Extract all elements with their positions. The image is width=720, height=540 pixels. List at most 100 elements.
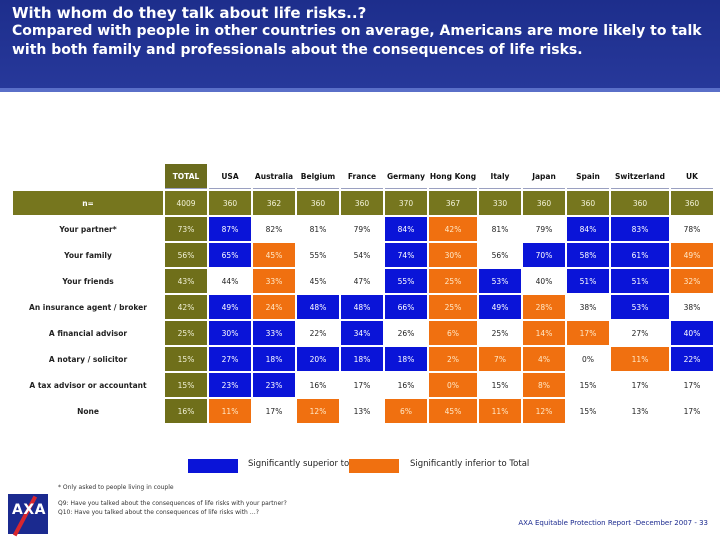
table-cell: 22% [297, 321, 339, 345]
table-cell: 15% [165, 373, 207, 397]
table-cell: 33% [253, 321, 295, 345]
table-cell: 87% [209, 217, 251, 241]
corner-cell [13, 164, 163, 189]
table-cell: 49% [479, 295, 521, 319]
table-cell: 14% [523, 321, 565, 345]
table-row: A tax advisor or accountant 15% 23% 23% 16% 1… [13, 373, 713, 397]
row-label: Your family [13, 243, 163, 267]
table-row: A notary / solicitor 15% 27% 18% 20% 18% 18% 2%… [13, 347, 713, 371]
axa-logo: AXA [8, 494, 48, 537]
table-cell: 16% [165, 399, 207, 423]
table-cell: 2% [429, 347, 477, 371]
table-cell: 360 [567, 191, 609, 215]
header-row: TOTAL USA Australia Belgium France Germa… [13, 164, 713, 189]
table-cell: 66% [385, 295, 427, 319]
table-cell: 11% [209, 399, 251, 423]
table-cell: 23% [253, 373, 295, 397]
legend-superior-swatch [188, 459, 238, 473]
table-cell: 48% [297, 295, 339, 319]
table-cell: 34% [341, 321, 383, 345]
table-cell: 13% [341, 399, 383, 423]
footnote-asterisk: * Only asked to people living in couple [58, 484, 174, 491]
table-cell: 7% [479, 347, 521, 371]
table-cell: 83% [611, 217, 669, 241]
table-cell: 40% [523, 269, 565, 293]
table-cell: 330 [479, 191, 521, 215]
table-cell: 79% [523, 217, 565, 241]
table-cell: 79% [341, 217, 383, 241]
table-cell: 11% [479, 399, 521, 423]
table-cell: 74% [385, 243, 427, 267]
table-cell: 18% [385, 347, 427, 371]
row-label: Your partner* [13, 217, 163, 241]
table-cell: 17% [671, 399, 713, 423]
table-row: An insurance agent / broker 42% 49% 24% 48% 4… [13, 295, 713, 319]
table-cell: 360 [297, 191, 339, 215]
table-cell: 4% [523, 347, 565, 371]
table-cell: 81% [479, 217, 521, 241]
col-france: France [341, 164, 383, 189]
table-cell: 360 [611, 191, 669, 215]
table-cell: 48% [341, 295, 383, 319]
slide-subtitle: Compared with people in other countries … [12, 23, 702, 58]
table-cell: 51% [567, 269, 609, 293]
table-cell: 360 [341, 191, 383, 215]
table-cell: 38% [567, 295, 609, 319]
table-cell: 0% [429, 373, 477, 397]
col-total: TOTAL [165, 164, 207, 189]
table-cell: 17% [567, 321, 609, 345]
table-cell: 47% [341, 269, 383, 293]
row-label: A tax advisor or accountant [13, 373, 163, 397]
col-germany: Germany [385, 164, 427, 189]
table-cell: 4009 [165, 191, 207, 215]
legend-inferior-swatch [349, 459, 399, 473]
table-cell: 30% [429, 243, 477, 267]
table-cell: 25% [429, 269, 477, 293]
table-cell: 78% [671, 217, 713, 241]
table-cell: 70% [523, 243, 565, 267]
table-cell: 61% [611, 243, 669, 267]
col-italy: Italy [479, 164, 521, 189]
table-cell: 20% [297, 347, 339, 371]
table-cell: 82% [253, 217, 295, 241]
table-cell: 6% [385, 399, 427, 423]
table-cell: 17% [341, 373, 383, 397]
row-label: An insurance agent / broker [13, 295, 163, 319]
table-cell: 24% [253, 295, 295, 319]
col-uk: UK [671, 164, 713, 189]
footer-text: AXA Equitable Protection Report -Decembe… [518, 519, 708, 527]
base-row: n= 4009 360 362 360 360 370 367 330 360 360 360 360 [13, 191, 713, 215]
table-cell: 17% [253, 399, 295, 423]
table-cell: 73% [165, 217, 207, 241]
slide-title: With whom do they talk about life risks.… [12, 4, 367, 22]
table-cell: 18% [253, 347, 295, 371]
row-label: A financial advisor [13, 321, 163, 345]
table-cell: 56% [165, 243, 207, 267]
table-cell: 30% [209, 321, 251, 345]
col-australia: Australia [253, 164, 295, 189]
header-rule [0, 88, 720, 92]
table-cell: 84% [567, 217, 609, 241]
table-cell: 360 [523, 191, 565, 215]
col-switzerland: Switzerland [611, 164, 669, 189]
footnote-q10: Q10: Have you talked about the consequen… [58, 509, 259, 516]
table-cell: 360 [671, 191, 713, 215]
table-row: Your friends 43% 44% 33% 45% 47% 55% 25% 53% 40% 5… [13, 269, 713, 293]
table-cell: 13% [611, 399, 669, 423]
table-cell: 367 [429, 191, 477, 215]
table-row: Your family 56% 65% 45% 55% 54% 74% 30% 56% 70% 58… [13, 243, 713, 267]
col-spain: Spain [567, 164, 609, 189]
header-banner: With whom do they talk about life risks.… [0, 0, 720, 88]
table-cell: 51% [611, 269, 669, 293]
table-cell: 49% [209, 295, 251, 319]
table-cell: 58% [567, 243, 609, 267]
table-cell: 15% [479, 373, 521, 397]
table-cell: 53% [479, 269, 521, 293]
table-cell: 17% [611, 373, 669, 397]
legend-superior-label: Significantly superior to Total [248, 459, 372, 469]
row-label: n= [13, 191, 163, 215]
table-cell: 55% [385, 269, 427, 293]
table-cell: 27% [209, 347, 251, 371]
table-cell: 42% [165, 295, 207, 319]
table-cell: 16% [385, 373, 427, 397]
